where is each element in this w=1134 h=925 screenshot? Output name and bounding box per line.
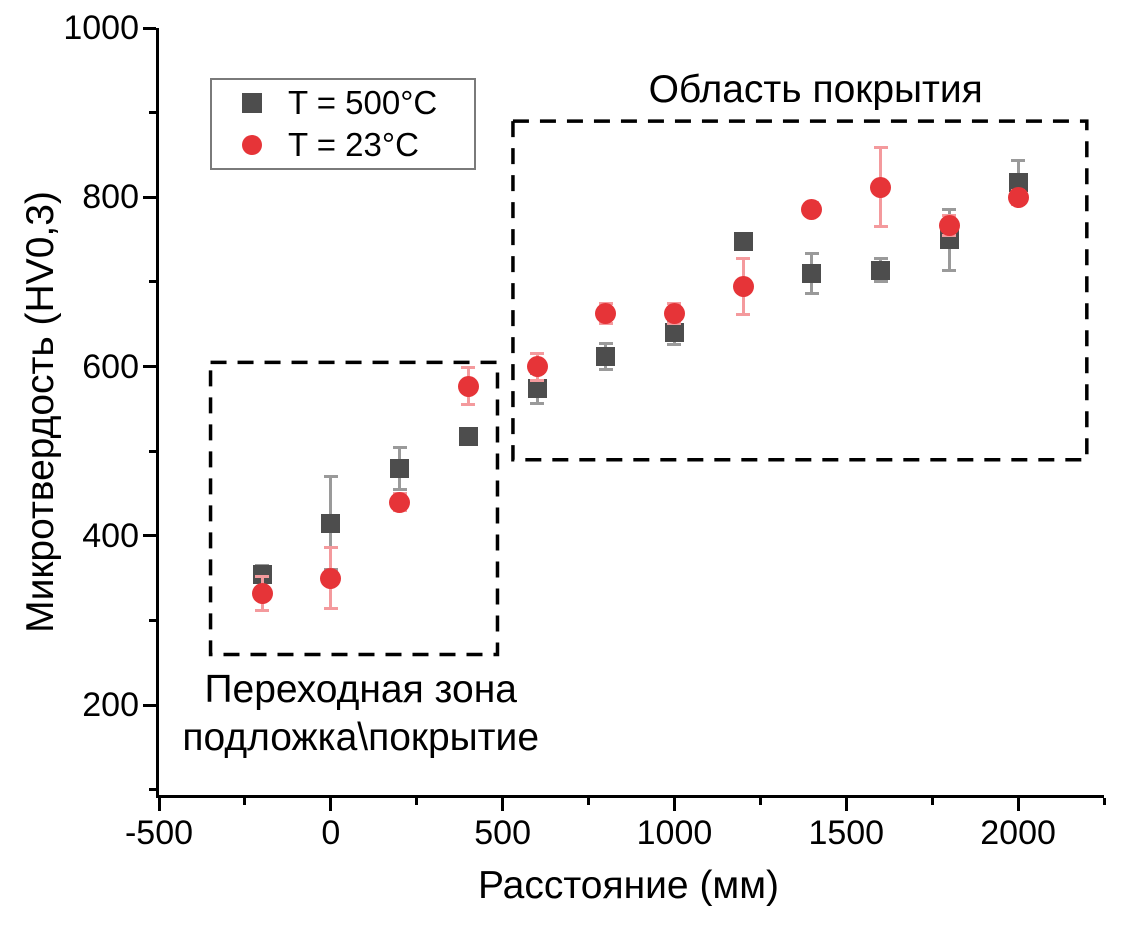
error-bar-cap	[530, 378, 544, 382]
error-bar-cap	[667, 343, 682, 347]
square-marker-icon	[242, 93, 262, 113]
error-bar-cap	[323, 607, 338, 611]
error-bar-cap	[392, 487, 407, 491]
data-point-square	[252, 564, 272, 584]
x-minor-tick	[415, 798, 419, 805]
y-minor-tick	[149, 111, 156, 115]
error-bar-cap	[255, 608, 270, 612]
error-bar-cap	[392, 445, 407, 449]
x-major-tick	[672, 798, 676, 811]
data-point-circle	[1007, 186, 1029, 208]
x-major-tick	[501, 798, 505, 811]
y-major-tick	[143, 703, 156, 707]
legend: T = 500°C T = 23°C	[210, 78, 476, 170]
error-bar-cap	[323, 546, 338, 550]
x-minor-tick	[758, 798, 762, 805]
error-bar-cap	[530, 351, 544, 355]
error-bar-cap	[873, 145, 888, 149]
data-point-square	[871, 260, 891, 280]
data-point-square	[1008, 172, 1028, 192]
annotation-text: Переходная зона	[204, 667, 517, 711]
error-bar-cap	[1011, 158, 1026, 162]
y-tick-label: 1000	[63, 9, 139, 47]
data-point-square	[458, 427, 478, 447]
x-major-tick	[157, 798, 161, 811]
y-tick-label: 400	[82, 516, 139, 555]
data-point-circle	[457, 375, 479, 397]
error-bar-cap	[804, 292, 819, 296]
x-tick-label: 1000	[636, 814, 713, 852]
x-axis-title: Расстояние (мм)	[477, 864, 780, 907]
legend-label-t23: T = 23°C	[288, 126, 419, 163]
transition-region-box	[208, 360, 500, 657]
data-point-square	[390, 458, 410, 478]
data-point-square	[321, 513, 341, 533]
y-minor-tick	[149, 449, 156, 453]
annotation-text: Область покрытия	[648, 68, 983, 112]
plot-area: T = 500°C T = 23°C Микротвердость (HV0,3…	[19, 9, 1106, 852]
x-tick-label: 0	[321, 814, 341, 852]
annotation-text: подложка\покрытие	[182, 715, 540, 759]
y-minor-tick	[149, 619, 156, 623]
y-major-tick	[143, 365, 156, 369]
data-point-square	[527, 379, 547, 399]
error-bar-cap	[598, 342, 613, 346]
y-major-tick	[143, 195, 156, 199]
error-bar-cap	[598, 367, 613, 371]
error-bar-cap	[461, 403, 476, 407]
error-bar-cap	[873, 280, 888, 284]
data-point-circle	[320, 567, 342, 589]
error-bar-cap	[323, 475, 338, 479]
data-point-circle	[801, 198, 823, 220]
y-major-tick	[143, 534, 156, 538]
data-point-circle	[389, 491, 411, 513]
x-major-tick	[844, 798, 848, 811]
error-bar-cap	[530, 402, 544, 406]
error-bar-cap	[942, 207, 957, 211]
y-tick-label: 800	[82, 178, 139, 217]
error-bar-cap	[255, 575, 270, 579]
data-point-square	[596, 346, 616, 366]
y-tick-label: 600	[82, 347, 139, 386]
circle-marker-icon	[242, 135, 262, 155]
error-bar-cap	[942, 268, 957, 272]
x-minor-tick	[243, 798, 247, 805]
x-tick-label: 500	[474, 814, 531, 852]
x-tick-label: 1500	[808, 814, 885, 852]
y-major-tick	[143, 26, 156, 30]
x-major-tick	[1016, 798, 1020, 811]
data-point-square	[733, 231, 753, 251]
data-point-circle	[595, 302, 617, 324]
data-point-circle	[526, 356, 548, 378]
error-bar-cap	[873, 256, 888, 260]
data-point-square	[664, 323, 684, 343]
error-bar-cap	[873, 225, 888, 229]
y-tick-label: 200	[82, 686, 139, 725]
error-bar-cap	[461, 365, 476, 369]
data-point-circle	[663, 302, 685, 324]
legend-label-t500: T = 500°C	[288, 84, 438, 121]
error-bar-cap	[736, 256, 751, 260]
x-minor-tick	[930, 798, 934, 805]
coating-region-box	[511, 119, 1089, 462]
x-minor-tick	[587, 798, 591, 805]
data-point-circle	[938, 214, 960, 236]
y-minor-tick	[149, 280, 156, 284]
x-tick-label: -500	[124, 814, 194, 852]
legend-item-t23: T = 23°C	[242, 126, 474, 164]
data-point-square	[802, 264, 822, 283]
data-point-circle	[251, 583, 273, 604]
data-point-circle	[732, 275, 754, 297]
legend-item-t500: T = 500°C	[242, 84, 474, 122]
x-tick-label: 2000	[980, 814, 1056, 852]
error-bar-cap	[736, 312, 751, 316]
data-point-circle	[870, 176, 892, 198]
error-bar-cap	[804, 251, 819, 255]
x-major-tick	[329, 798, 333, 811]
y-minor-tick	[149, 788, 156, 792]
y-axis-title: Микротвердость (HV0,3)	[19, 190, 62, 633]
x-minor-tick	[1102, 798, 1106, 805]
